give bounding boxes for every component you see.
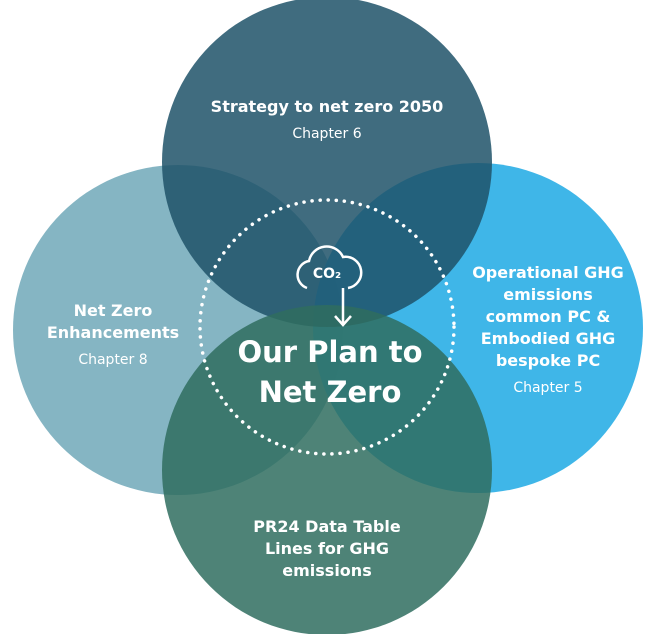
center-title: Net Zero <box>259 375 402 409</box>
bottom-circle <box>162 305 492 634</box>
node-title: common PC & <box>486 307 611 326</box>
arrow <box>334 288 352 327</box>
node-title: Embodied GHG <box>481 329 616 348</box>
node-title: Lines for GHG <box>265 539 389 558</box>
circles <box>13 0 643 634</box>
node-title: emissions <box>282 561 371 580</box>
node-title: Strategy to net zero 2050 <box>211 97 444 116</box>
node-chapter: Chapter 6 <box>292 126 361 142</box>
co2-icon <box>296 245 363 327</box>
node-title: Enhancements <box>47 323 179 342</box>
cloud <box>296 245 363 290</box>
node-chapter: Chapter 5 <box>513 380 582 396</box>
node-title: Operational GHG <box>472 263 624 282</box>
center-title: Our Plan to <box>238 335 423 369</box>
icon-label: CO₂ <box>313 266 341 282</box>
top-circle <box>162 0 492 327</box>
node-title: PR24 Data Table <box>253 517 401 536</box>
node-title: bespoke PC <box>496 351 600 370</box>
node-title: Net Zero <box>74 301 153 320</box>
node-title: emissions <box>503 285 592 304</box>
node-chapter: Chapter 8 <box>78 352 147 368</box>
dotted-ring <box>198 198 456 456</box>
